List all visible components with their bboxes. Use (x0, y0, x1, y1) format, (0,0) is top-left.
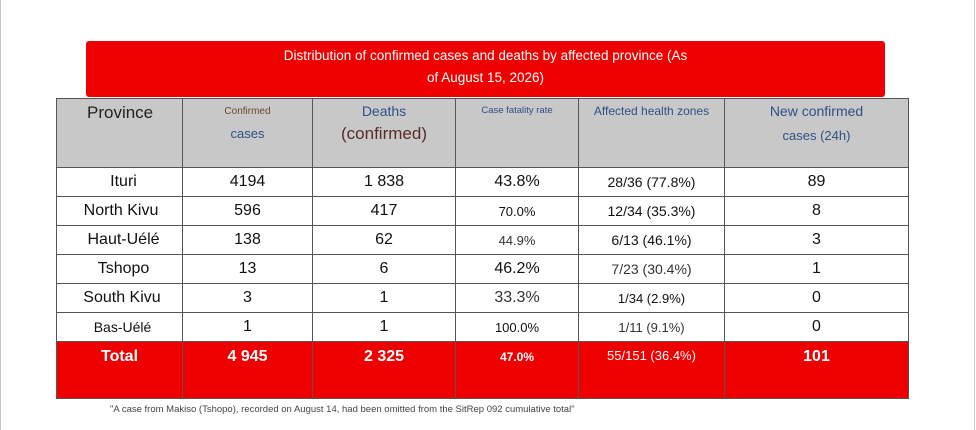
row-deaths: 1 (312, 312, 456, 342)
row-cfr: 44.9% (455, 225, 579, 255)
row-deaths: 6 (312, 254, 456, 284)
header-deaths-line2: (confirmed) (341, 124, 427, 143)
row-zones: 1/11 (9.1%) (578, 312, 725, 342)
total-zones: 55/151 (36.4%) (578, 341, 725, 399)
row-deaths: 62 (312, 225, 456, 255)
right-frame-line (974, 0, 975, 430)
header-zones-label: Affected health zones (593, 104, 710, 118)
total-cfr: 47.0% (455, 341, 579, 399)
total-row: Total 4 945 2 325 47.0% 55/151 (36.4%) 1… (56, 341, 909, 399)
row-province: Haut-Uélé (56, 225, 183, 255)
table-row: Tshopo 13 6 46.2% 7/23 (30.4%) 1 (56, 254, 909, 284)
header-new-line1: New confirmed (769, 103, 864, 119)
row-cfr: 46.2% (455, 254, 579, 284)
row-province: North Kivu (56, 196, 183, 226)
header-province: Province (56, 98, 183, 168)
total-deaths: 2 325 (312, 341, 456, 399)
row-province: Ituri (56, 167, 183, 197)
table-row: Ituri 4194 1 838 43.8% 28/36 (77.8%) 89 (56, 167, 909, 197)
header-new: New confirmed cases (24h) (724, 98, 909, 168)
row-province: South Kivu (56, 283, 183, 313)
header-new-line2: cases (24h) (782, 128, 851, 143)
row-province: Bas-Uélé (56, 312, 183, 342)
row-new: 0 (724, 312, 909, 342)
row-cfr: 33.3% (455, 283, 579, 313)
row-cfr: 70.0% (455, 196, 579, 226)
total-confirmed: 4 945 (182, 341, 313, 399)
row-cfr: 100.0% (455, 312, 579, 342)
row-new: 0 (724, 283, 909, 313)
row-confirmed: 138 (182, 225, 313, 255)
header-confirmed-line2: cases (230, 126, 265, 141)
header-deaths-line1: Deaths (361, 103, 407, 119)
row-new: 8 (724, 196, 909, 226)
header-cfr-label: Case fatality rate (481, 105, 553, 116)
row-confirmed: 596 (182, 196, 313, 226)
footnote: "A case from Makiso (Tshopo), recorded o… (110, 404, 575, 415)
row-deaths: 1 838 (312, 167, 456, 197)
table-row: South Kivu 3 1 33.3% 1/34 (2.9%) 0 (56, 283, 909, 313)
table-row: Bas-Uélé 1 1 100.0% 1/11 (9.1%) 0 (56, 312, 909, 342)
row-confirmed: 1 (182, 312, 313, 342)
header-zones: Affected health zones (578, 98, 725, 168)
table-title: Distribution of confirmed cases and deat… (86, 41, 885, 97)
total-label: Total (56, 341, 183, 399)
row-confirmed: 4194 (182, 167, 313, 197)
table-title-line2: of August 15, 2026) (426, 70, 545, 85)
row-zones: 6/13 (46.1%) (578, 225, 725, 255)
row-cfr: 43.8% (455, 167, 579, 197)
table-row: North Kivu 596 417 70.0% 12/34 (35.3%) 8 (56, 196, 909, 226)
table-header-row: Province Confirmed cases Deaths (confirm… (56, 98, 909, 168)
header-confirmed-line1: Confirmed (224, 106, 271, 117)
header-cfr: Case fatality rate (455, 98, 579, 168)
row-deaths: 1 (312, 283, 456, 313)
row-province: Tshopo (56, 254, 183, 284)
row-zones: 1/34 (2.9%) (578, 283, 725, 313)
row-zones: 7/23 (30.4%) (578, 254, 725, 284)
row-zones: 12/34 (35.3%) (578, 196, 725, 226)
row-deaths: 417 (312, 196, 456, 226)
row-new: 3 (724, 225, 909, 255)
header-deaths: Deaths (confirmed) (312, 98, 456, 168)
row-confirmed: 13 (182, 254, 313, 284)
table-row: Haut-Uélé 138 62 44.9% 6/13 (46.1%) 3 (56, 225, 909, 255)
row-new: 89 (724, 167, 909, 197)
total-new: 101 (724, 341, 909, 399)
left-frame-line (0, 0, 1, 430)
table-title-line1: Distribution of confirmed cases and deat… (283, 48, 688, 63)
row-new: 1 (724, 254, 909, 284)
row-confirmed: 3 (182, 283, 313, 313)
header-confirmed: Confirmed cases (182, 98, 313, 168)
row-zones: 28/36 (77.8%) (578, 167, 725, 197)
cases-table: Province Confirmed cases Deaths (confirm… (56, 98, 909, 399)
